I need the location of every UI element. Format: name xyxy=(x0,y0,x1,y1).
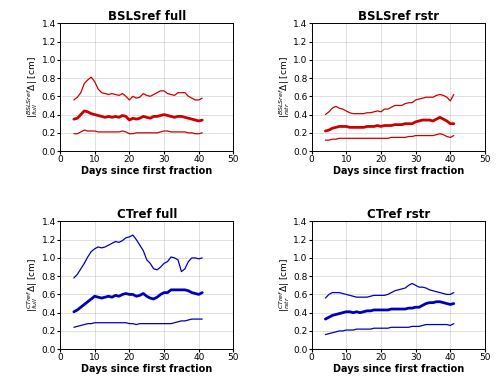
Y-axis label: $|^{BSLSref}_{rstr}\Delta|$ [cm]: $|^{BSLSref}_{rstr}\Delta|$ [cm] xyxy=(276,56,291,118)
X-axis label: Days since first fraction: Days since first fraction xyxy=(332,166,464,176)
Y-axis label: $|^{BSLSref}_{full}\Delta|$ [cm]: $|^{BSLSref}_{full}\Delta|$ [cm] xyxy=(25,56,40,118)
Title: CTref full: CTref full xyxy=(116,208,177,222)
X-axis label: Days since first fraction: Days since first fraction xyxy=(81,166,212,176)
Title: BSLSref full: BSLSref full xyxy=(108,10,186,23)
X-axis label: Days since first fraction: Days since first fraction xyxy=(81,364,212,374)
Y-axis label: $|^{CTref}_{rstr}\Delta|$ [cm]: $|^{CTref}_{rstr}\Delta|$ [cm] xyxy=(276,258,291,312)
Title: CTref rstr: CTref rstr xyxy=(366,208,430,222)
Title: BSLSref rstr: BSLSref rstr xyxy=(358,10,439,23)
X-axis label: Days since first fraction: Days since first fraction xyxy=(332,364,464,374)
Y-axis label: $|^{CTref}_{full}\Delta|$ [cm]: $|^{CTref}_{full}\Delta|$ [cm] xyxy=(25,258,40,312)
